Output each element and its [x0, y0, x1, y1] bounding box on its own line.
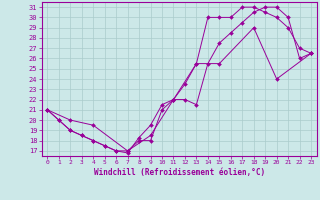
X-axis label: Windchill (Refroidissement éolien,°C): Windchill (Refroidissement éolien,°C): [94, 168, 265, 177]
